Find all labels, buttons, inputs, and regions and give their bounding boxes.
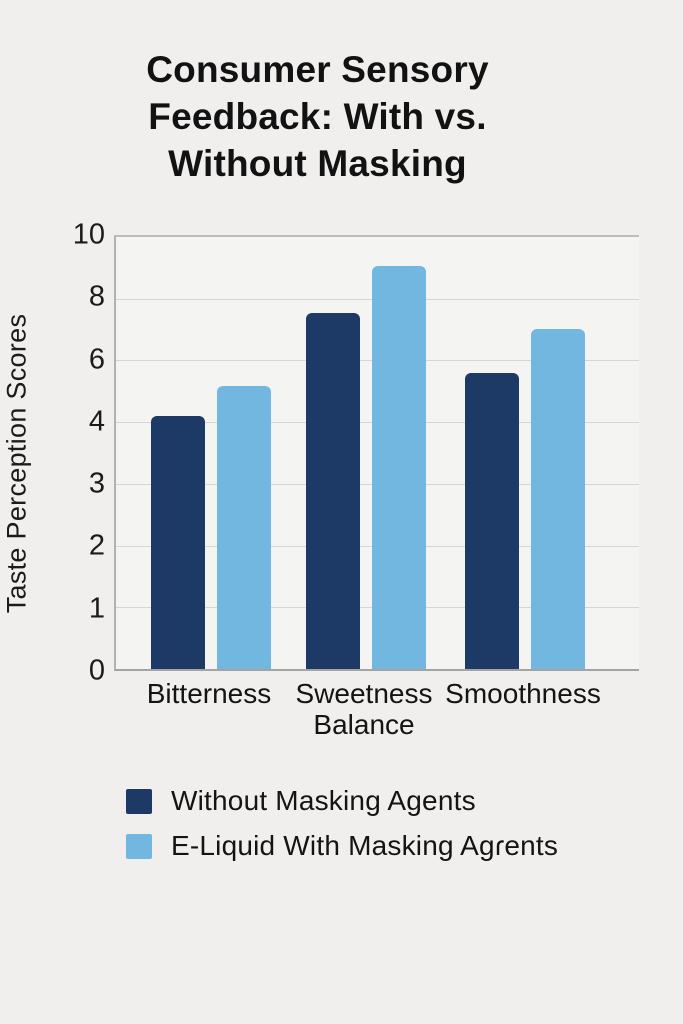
bar-without-masking-bitterness — [151, 416, 205, 669]
bar-with-masking-bitterness — [217, 386, 271, 669]
chart-title: Consumer Sensory Feedback: With vs. With… — [0, 46, 635, 187]
legend-item-with-masking: E-Liquid With Masking Agɾents — [126, 830, 558, 862]
x-axis-label-sweetness-balance: Sweetness Balance — [295, 678, 433, 740]
y-tick-label: 8 — [88, 280, 105, 313]
y-tick-label: 3 — [88, 467, 105, 500]
bar-without-masking-smoothness — [465, 373, 519, 669]
plot-area — [114, 235, 639, 671]
y-tick-label: 10 — [72, 218, 105, 251]
bar-without-masking-sweetness-balance — [306, 313, 360, 669]
x-axis-label-bitterness: Bitterness — [146, 678, 272, 709]
y-tick-label: 4 — [88, 405, 105, 438]
bar-with-masking-sweetness-balance — [372, 266, 426, 669]
chart-title-line-2: Feedback: With vs. — [148, 96, 487, 137]
legend: Without Masking Agents E-Liquid With Mask… — [126, 785, 558, 875]
y-axis-title: Taste Perception Scores — [1, 313, 32, 614]
y-tick-label: 6 — [88, 343, 105, 376]
y-tick-label: 0 — [88, 654, 105, 687]
legend-label: Without Masking Agents — [171, 785, 476, 816]
legend-item-without-masking: Without Masking Agents — [126, 785, 558, 817]
chart-title-line-1: Consumer Sensory — [146, 49, 489, 90]
legend-swatch-icon — [126, 833, 152, 859]
chart-title-line-3: Without Masking — [168, 143, 467, 184]
y-tick-label: 1 — [88, 592, 105, 625]
y-tick-label: 2 — [88, 529, 105, 562]
bar-with-masking-smoothness — [531, 329, 585, 669]
legend-swatch-icon — [126, 788, 152, 814]
legend-label: E-Liquid With Masking Agɾents — [171, 830, 559, 861]
x-axis-label-smoothness: Smoothness — [445, 678, 601, 709]
